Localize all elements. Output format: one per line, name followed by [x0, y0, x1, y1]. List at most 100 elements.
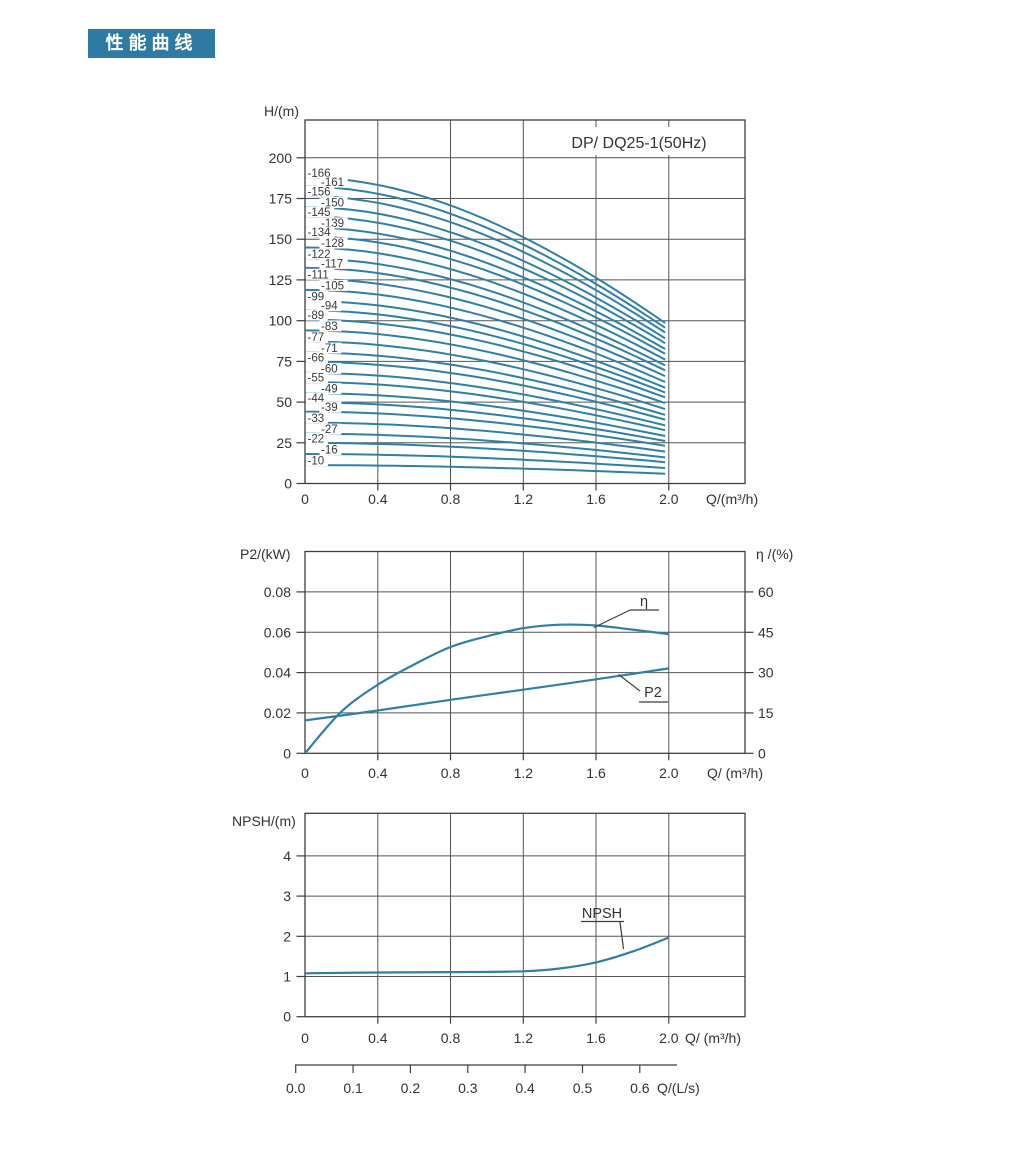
x-tick-label: 0.8 [441, 1030, 461, 1046]
x-axis-label: Q/ (m³/h) [685, 1030, 741, 1046]
flow-ls-tick-label: 0.1 [343, 1080, 363, 1096]
head-curve-label-bg [319, 444, 342, 455]
head-curve-label: -134 [308, 227, 332, 239]
head-curve [304, 226, 666, 350]
head-curve [304, 257, 666, 367]
efficiency-series-label: η [640, 594, 648, 610]
head-curve-label-bg [319, 401, 342, 413]
head-curve-label-bg [306, 309, 328, 321]
x-tick-label: 1.2 [514, 765, 534, 781]
head-curve [304, 246, 666, 361]
head-curve-label: -89 [308, 310, 325, 322]
head-curve-label-bg [306, 351, 328, 363]
head-curve [304, 371, 666, 427]
y-tick-label-right: 30 [758, 665, 774, 681]
x-tick-label: 1.6 [586, 491, 606, 507]
section-title-badge: 性能曲线 [88, 29, 215, 58]
flow-ls-tick-label: 0.0 [286, 1080, 306, 1096]
head-curve-label-bg [319, 197, 348, 208]
power-leader-line [618, 674, 641, 692]
head-curve [304, 194, 666, 334]
y-tick-label: 3 [283, 888, 291, 904]
npsh-series-label: NPSH [582, 906, 622, 922]
head-curve-label-bg [319, 423, 342, 435]
y-tick-label-right: 0 [758, 745, 766, 761]
head-curve [304, 340, 666, 411]
head-curve-label: -39 [321, 402, 338, 414]
x-tick-label: 1.6 [586, 1030, 606, 1046]
x-tick-label: 0 [301, 491, 309, 507]
head-curve-label-bg [306, 455, 328, 467]
head-curve-label: -105 [321, 280, 344, 292]
x-tick-label: 0.4 [368, 491, 388, 507]
head-curve [304, 185, 666, 329]
head-curve [305, 442, 666, 464]
head-curve-label-bg [319, 342, 342, 354]
power-curve [304, 667, 669, 722]
head-curve-label-bg [306, 226, 335, 238]
head-curve [304, 206, 666, 340]
head-curve-label: -22 [308, 434, 325, 446]
y-axis-label-left: P2/(kW) [240, 546, 291, 562]
head-curve-label-bg [306, 392, 328, 404]
head-curve-label: -117 [321, 258, 343, 270]
head-curve-label-bg [319, 300, 342, 312]
flow-ls-tick-label: 0.6 [630, 1080, 650, 1096]
head-curve [304, 300, 666, 389]
x-tick-label: 0 [301, 1030, 309, 1046]
head-curve-label: -33 [308, 413, 325, 425]
head-curve-label-bg [306, 291, 328, 302]
plot-border [304, 550, 746, 754]
head-curve-label: -16 [321, 445, 338, 457]
head-curve-label: -156 [308, 186, 331, 198]
y-tick-label-right: 60 [758, 584, 774, 600]
flow-ls-tick-label: 0.4 [515, 1080, 535, 1096]
flow-ls-tick-label: 0.2 [401, 1080, 421, 1096]
y-tick-label-left: 0.04 [264, 665, 291, 681]
y-tick-label-left: 0.02 [264, 705, 291, 721]
head-curve-label-bg [306, 248, 335, 260]
x-tick-label: 1.2 [514, 1030, 534, 1046]
head-curve-label: -111 [308, 269, 329, 281]
head-curve-label-bg [319, 279, 348, 291]
head-curve [304, 277, 666, 378]
head-curve-label-bg [306, 206, 335, 218]
y-tick-label: 125 [269, 272, 293, 288]
head-curve [304, 215, 666, 345]
y-tick-label-left: 0.08 [264, 584, 291, 600]
y-tick-label: 75 [276, 353, 292, 369]
x-tick-label: 0 [301, 765, 309, 781]
head-curve-label-bg [319, 320, 342, 332]
y-tick-label: 100 [269, 313, 293, 329]
head-curve-label-bg [306, 372, 328, 384]
npsh-curve [304, 936, 670, 975]
y-tick-label: 25 [276, 435, 292, 451]
y-tick-label: 50 [276, 394, 292, 410]
head-curve-label: -128 [321, 238, 344, 250]
head-curve [304, 288, 666, 383]
head-curve [304, 381, 666, 432]
x-tick-label: 0.8 [441, 491, 461, 507]
x-tick-label: 0.8 [441, 765, 461, 781]
chart-title: DP/ DQ25-1(50Hz) [571, 135, 706, 152]
plot-border [304, 119, 746, 485]
head-curve [304, 351, 666, 416]
y-axis-label-right: η /(%) [756, 546, 793, 562]
x-tick-label: 1.6 [586, 765, 606, 781]
head-curve [305, 432, 666, 459]
flow-ls-tick-label: 0.5 [573, 1080, 593, 1096]
y-tick-label: 0 [284, 476, 292, 492]
power-series-label: P2 [644, 685, 662, 701]
head-curve-label-bg [319, 257, 348, 269]
head-curve-label-bg [319, 237, 348, 249]
head-curve [304, 392, 666, 437]
head-curve [304, 401, 666, 442]
head-curve-label: -55 [308, 373, 325, 385]
x-tick-label: 2.0 [659, 491, 679, 507]
head-curve-label-bg [306, 167, 335, 179]
x-tick-label: 0.4 [368, 1030, 388, 1046]
head-curve [304, 318, 666, 399]
head-curve-label-bg [306, 331, 328, 343]
x-tick-label: 1.2 [514, 491, 534, 507]
